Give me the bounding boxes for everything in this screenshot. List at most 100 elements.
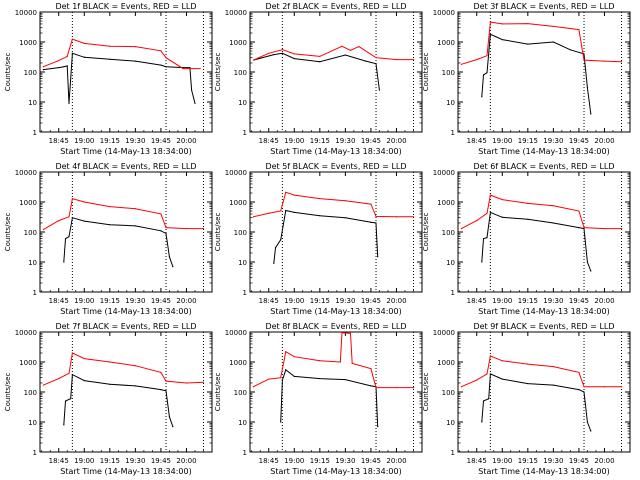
x-tick-label: 19:30 <box>125 137 145 145</box>
x-tick-label: 19:45 <box>361 297 381 305</box>
panel-title: Det 9f BLACK = Events, RED = LLD <box>473 322 614 331</box>
events-point <box>583 227 585 230</box>
x-tick-label: 18:45 <box>259 137 279 145</box>
lld-point <box>268 378 270 380</box>
events-point <box>63 261 65 263</box>
events-point <box>293 57 295 60</box>
lld-point <box>293 356 295 358</box>
y-tick-label: 10000 <box>225 9 247 17</box>
lld-point <box>134 365 136 367</box>
lld-point <box>501 23 503 25</box>
lld-point <box>252 386 255 388</box>
y-tick-label: 1 <box>33 129 37 137</box>
events-point <box>481 421 483 423</box>
x-axis-label: Start Time (14-May-13 18:34:00) <box>478 147 609 156</box>
lld-point <box>460 63 463 65</box>
events-point <box>569 49 571 51</box>
lld-point <box>460 227 463 230</box>
plot-frame <box>249 171 423 293</box>
lld-point <box>375 215 377 218</box>
panel-8: Det 8f BLACK = Events, RED = LLD 1 10 100 10… <box>214 322 423 476</box>
x-axis-label: Start Time (14-May-13 18:34:00) <box>270 467 401 476</box>
y-tick-label: 100 <box>234 389 247 397</box>
y-tick-label: 10 <box>238 419 247 427</box>
events-point <box>281 379 283 381</box>
x-tick-label: 18:45 <box>49 137 69 145</box>
lld-point <box>71 197 73 200</box>
x-tick-label: 19:30 <box>543 137 563 145</box>
x-tick-label: 19:15 <box>518 457 538 465</box>
lld-line <box>253 191 414 218</box>
y-tick-label: 100 <box>442 389 455 397</box>
y-tick-label: 1 <box>243 289 247 297</box>
plot-frame <box>457 171 631 293</box>
x-axis-label: Start Time (14-May-13 18:34:00) <box>60 307 191 316</box>
lld-point <box>578 210 580 212</box>
y-tick-label: 10 <box>28 419 37 427</box>
lld-point <box>109 206 111 208</box>
events-point <box>552 41 554 43</box>
x-tick-label: 19:00 <box>74 457 94 465</box>
y-tick-label: 10 <box>446 259 455 267</box>
events-line <box>273 209 379 264</box>
lld-point <box>489 21 491 23</box>
x-tick-label: 20:00 <box>594 457 614 465</box>
x-tick-label: 19:15 <box>518 297 538 305</box>
events-line <box>280 368 379 427</box>
y-tick-label: 100 <box>24 69 37 77</box>
events-point <box>481 96 483 98</box>
lld-point <box>281 48 283 51</box>
events-line <box>63 373 174 427</box>
lld-line <box>461 194 622 230</box>
events-point <box>68 102 70 104</box>
events-point <box>83 379 85 382</box>
events-point <box>280 421 282 423</box>
lld-point <box>83 201 85 203</box>
events-point <box>109 224 111 226</box>
y-tick-label: 10000 <box>433 9 455 17</box>
lld-point <box>319 360 321 362</box>
lld-point <box>199 67 201 70</box>
events-point <box>370 385 372 387</box>
lld-point <box>501 360 503 362</box>
x-tick-label: 19:45 <box>151 137 171 145</box>
x-tick-label: 20:00 <box>176 297 196 305</box>
lld-point <box>68 372 70 374</box>
y-tick-label: 10000 <box>15 329 37 337</box>
y-tick-label: 1 <box>451 289 455 297</box>
events-point <box>285 369 287 371</box>
x-tick-label: 20:00 <box>176 457 196 465</box>
lld-point <box>66 55 68 58</box>
y-tick-label: 10000 <box>225 329 247 337</box>
panel-9: Det 9f BLACK = Events, RED = LLD 1 10 100 10… <box>422 322 631 476</box>
lld-point <box>160 213 162 215</box>
x-tick-label: 19:00 <box>284 137 304 145</box>
y-tick-label: 1000 <box>437 359 455 367</box>
events-point <box>109 58 111 60</box>
plot-frame <box>457 11 631 133</box>
y-tick-label: 1 <box>33 289 37 297</box>
lld-point <box>552 205 554 207</box>
events-point <box>66 65 68 67</box>
lld-point <box>280 210 282 212</box>
events-point <box>486 237 488 239</box>
lld-point <box>293 53 295 55</box>
lld-point <box>351 362 353 364</box>
lld-point <box>412 216 415 218</box>
events-point <box>365 60 367 62</box>
lld-point <box>165 380 167 382</box>
lld-point <box>395 58 398 61</box>
lld-point <box>476 58 478 61</box>
lld-point <box>486 55 488 57</box>
x-tick-label: 18:45 <box>259 297 279 305</box>
x-tick-label: 20:00 <box>594 137 614 145</box>
events-point <box>527 43 529 45</box>
x-tick-label: 19:45 <box>569 137 589 145</box>
events-point <box>378 89 381 91</box>
x-tick-label: 19:00 <box>492 457 512 465</box>
lld-point <box>68 216 70 218</box>
events-point <box>285 209 287 212</box>
x-tick-label: 19:45 <box>361 137 381 145</box>
lld-point <box>489 194 491 196</box>
events-point <box>165 232 167 234</box>
